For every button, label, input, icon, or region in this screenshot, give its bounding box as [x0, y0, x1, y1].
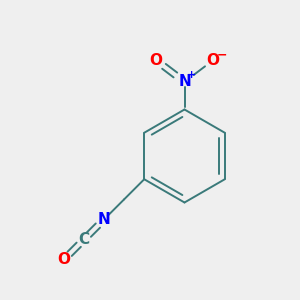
Text: −: −: [217, 48, 227, 62]
Text: N: N: [98, 212, 110, 227]
Text: +: +: [187, 70, 196, 80]
Text: C: C: [78, 232, 89, 247]
Text: N: N: [178, 74, 191, 89]
Text: O: O: [57, 252, 70, 267]
Text: O: O: [206, 53, 220, 68]
Text: O: O: [149, 53, 163, 68]
